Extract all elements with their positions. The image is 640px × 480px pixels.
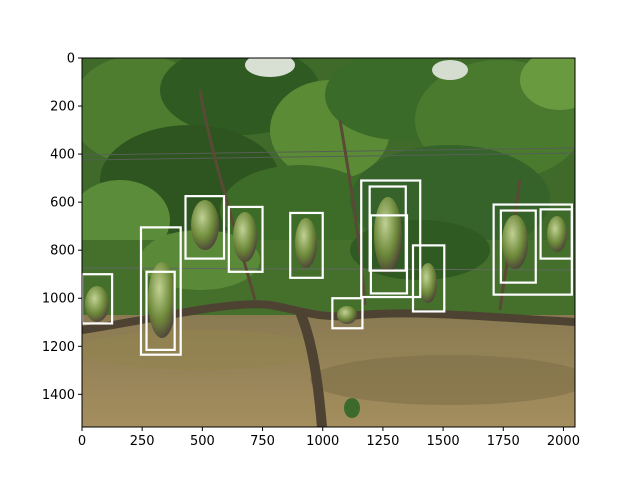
- x-tick-label: 2000: [547, 434, 580, 449]
- bounding-box: [145, 270, 176, 351]
- x-tick-label: 1000: [306, 434, 339, 449]
- x-tick-label: 250: [130, 434, 155, 449]
- y-tick-label: 400: [50, 148, 75, 163]
- y-tick-label: 1000: [42, 292, 75, 307]
- bounding-box: [499, 209, 537, 284]
- bounding-box: [368, 185, 407, 272]
- x-tick-label: 500: [190, 434, 215, 449]
- bounding-box: [139, 226, 182, 356]
- x-tick-label: 1750: [487, 434, 520, 449]
- y-tick-label: 0: [67, 52, 75, 67]
- y-tick-label: 600: [50, 196, 75, 211]
- y-tick-label: 800: [50, 244, 75, 259]
- bounding-box: [411, 244, 446, 313]
- bounding-box: [227, 205, 264, 273]
- bounding-box: [184, 195, 226, 260]
- bounding-box: [539, 208, 573, 260]
- y-tick-label: 200: [50, 100, 75, 115]
- bounding-box: [360, 179, 422, 299]
- bounding-box: [331, 297, 364, 330]
- y-tick-label: 1400: [42, 388, 75, 403]
- x-tick-label: 750: [250, 434, 275, 449]
- detection-boxes: [80, 179, 573, 356]
- axes-frame: [81, 57, 576, 428]
- vineyard-photo: [82, 58, 575, 427]
- y-axis-ticks: 0 200 400 600 800 1000 1200 1400: [42, 52, 82, 403]
- x-tick-label: 1500: [427, 434, 460, 449]
- bounding-box: [289, 211, 324, 279]
- x-axis-ticks: 0 250 500 750 1000 1250 1500 1750 2000: [78, 427, 580, 449]
- x-tick-label: 1250: [366, 434, 399, 449]
- y-tick-label: 1200: [42, 340, 75, 355]
- x-tick-label: 0: [78, 434, 86, 449]
- bounding-box: [369, 214, 409, 295]
